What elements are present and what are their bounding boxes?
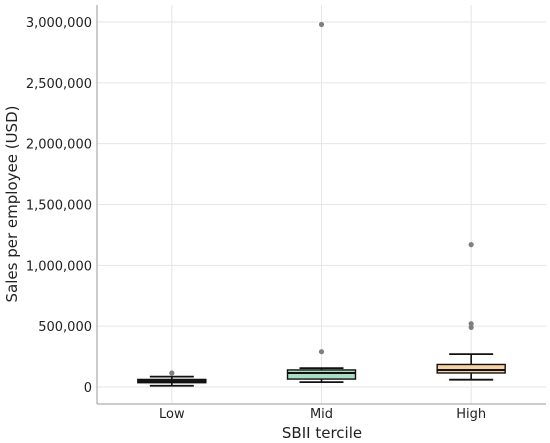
y-tick-label: 1,000,000: [26, 259, 92, 274]
iqr-box: [436, 363, 506, 374]
y-tick-label: 2,000,000: [26, 138, 92, 153]
axes: [96, 5, 546, 405]
grid-lines: [97, 5, 546, 404]
y-tick-labels: 0 500,000 1,000,000 1,500,000 2,000,000 2,500…: [26, 16, 92, 396]
y-tick-label: 0: [84, 381, 92, 396]
outlier-point: [318, 349, 325, 355]
outlier-point: [468, 324, 474, 330]
y-tick-label: 2,500,000: [26, 77, 92, 92]
y-tick-label: 3,000,000: [26, 16, 92, 31]
iqr-box: [286, 369, 357, 380]
y-tick-label: 1,500,000: [26, 199, 92, 214]
outlier-point: [468, 242, 474, 248]
box-high: [436, 242, 506, 381]
x-tick-label: High: [456, 407, 486, 422]
y-axis-label: Sales per employee (USD): [3, 106, 21, 303]
box-mid: [286, 21, 357, 384]
y-tick-label: 500,000: [38, 320, 92, 335]
outlier-point: [468, 321, 474, 327]
x-axis-label: SBII tercile: [282, 424, 362, 442]
box-low: [137, 370, 207, 387]
box-series: [137, 21, 506, 387]
outlier-point: [318, 21, 325, 28]
x-tick-labels: Low Mid High: [159, 407, 486, 422]
x-tick-label: Low: [159, 407, 185, 422]
x-tick-label: Mid: [310, 407, 333, 422]
outlier-point: [169, 370, 175, 376]
